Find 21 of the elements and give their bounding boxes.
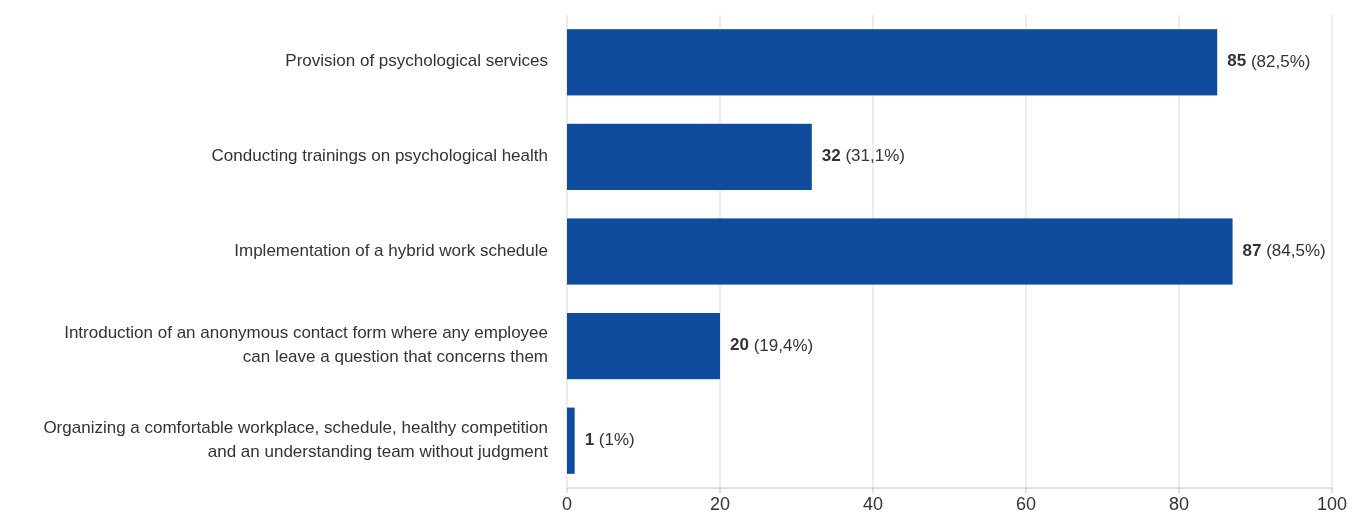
bar [567,312,720,380]
y-tick-label: Organizing a comfortable workplace, schedule, healthy competition and an understanding team without judgment [43,418,549,462]
x-tick-label: 80 [1168,494,1190,514]
x-tick-label: 20 [709,494,731,514]
y-tick-label: Provision of psychological services [285,51,548,71]
data-label: 20 (19,4%) [730,335,814,355]
data-label: 32 (31,1%) [821,146,905,166]
bar [567,29,1218,96]
x-tick-label: 60 [1015,494,1037,514]
x-tick-label: 40 [862,494,884,514]
data-label: 1 (1%) [584,430,635,450]
bar [567,407,575,474]
data-label: 85 (82,5%) [1227,51,1311,71]
bar [567,123,812,191]
y-tick-label: Implementation of a hybrid work schedule [234,240,548,260]
data-label: 87 (84,5%) [1242,240,1326,260]
x-tick-label: 100 [1316,494,1348,514]
y-tick-label: Conducting trainings on psychological health [211,146,548,166]
y-tick-label: Introduction of an anonymous contact form where any employee can leave a question that concerns them [64,323,548,367]
x-tick-label: 0 [561,494,573,514]
bar [567,218,1233,285]
